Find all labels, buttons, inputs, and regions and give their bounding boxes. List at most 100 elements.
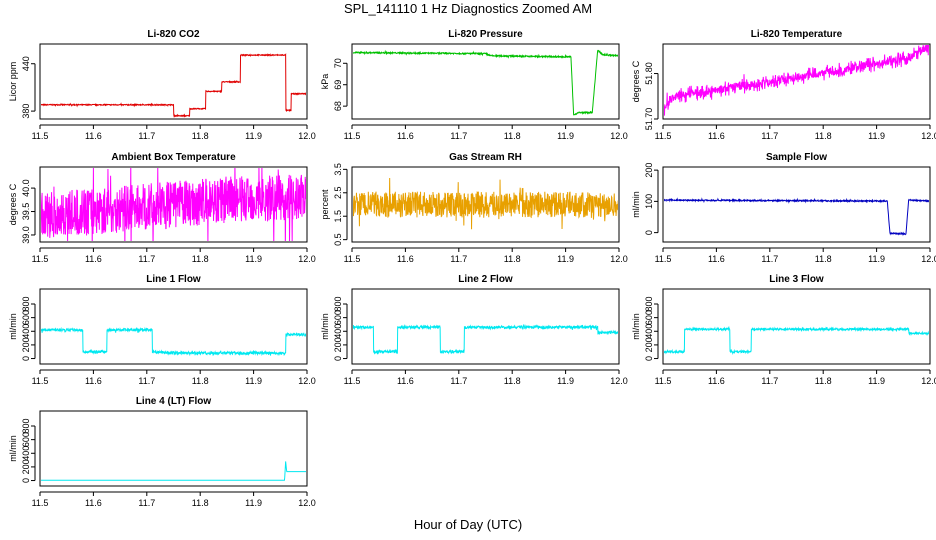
x-tick-label: 12.0 bbox=[610, 376, 628, 386]
x-tick-label: 11.8 bbox=[815, 254, 832, 264]
x-tick-label: 11.7 bbox=[450, 131, 467, 141]
x-tick-label: 11.8 bbox=[192, 131, 209, 141]
x-tick-label: 12.0 bbox=[298, 254, 316, 264]
panel-title: Li-820 Temperature bbox=[751, 29, 843, 40]
y-axis-label: degrees C bbox=[8, 183, 18, 225]
x-tick-label: 11.6 bbox=[85, 131, 102, 141]
x-tick-label: 11.9 bbox=[868, 376, 885, 386]
series-line-1 bbox=[41, 326, 306, 357]
y-tick-label: 69 bbox=[333, 80, 343, 90]
plot-frame bbox=[662, 166, 931, 243]
x-tick-label: 11.5 bbox=[344, 254, 361, 264]
series-line-1 bbox=[41, 461, 306, 481]
chart-panel-3: Li-820 Temperature 11.5 11.6 11.7 11.8 11.9 12… bbox=[631, 29, 936, 141]
y-tick-label: 39.0 bbox=[21, 226, 31, 244]
x-tick-label: 11.8 bbox=[815, 131, 832, 141]
plot-frame bbox=[662, 43, 931, 120]
y-tick-label: 2.5 bbox=[333, 187, 343, 200]
chart-panel-10: Line 4 (LT) Flow 11.5 11.6 11.7 11.8 11.9 12.0… bbox=[8, 396, 316, 508]
series-line-1 bbox=[353, 178, 618, 230]
x-tick-label: 11.7 bbox=[138, 254, 155, 264]
y-tick-label: 0 bbox=[21, 356, 31, 361]
y-tick-label: 0 bbox=[644, 356, 654, 361]
plot-frame bbox=[351, 166, 620, 243]
x-tick-label: 11.7 bbox=[138, 131, 155, 141]
y-tick-label: 200 bbox=[21, 337, 31, 352]
y-tick-label: 400 bbox=[21, 446, 31, 461]
x-tick-label: 11.7 bbox=[761, 254, 778, 264]
x-tick-label: 12.0 bbox=[610, 131, 628, 141]
x-tick-label: 11.7 bbox=[761, 376, 778, 386]
x-tick-label: 11.9 bbox=[557, 254, 574, 264]
x-tick-label: 11.7 bbox=[138, 498, 155, 508]
y-tick-label: 68 bbox=[333, 101, 343, 111]
plot-frame bbox=[662, 288, 931, 365]
y-tick-label: 200 bbox=[644, 337, 654, 352]
x-tick-label: 11.5 bbox=[32, 254, 49, 264]
x-tick-label: 11.8 bbox=[504, 254, 521, 264]
y-tick-label: 400 bbox=[21, 324, 31, 339]
chart-panel-5: Gas Stream RH 11.5 11.6 11.7 11.8 11.9 12.0 0.5… bbox=[320, 152, 628, 264]
y-tick-label: 800 bbox=[21, 418, 31, 433]
x-tick-label: 12.0 bbox=[921, 254, 936, 264]
series-line-1 bbox=[664, 45, 929, 116]
plot-frame bbox=[39, 410, 308, 487]
chart-panel-8: Line 2 Flow 11.5 11.6 11.7 11.8 11.9 12.0 0 2004… bbox=[320, 274, 628, 386]
y-tick-label: 51.70 bbox=[644, 108, 654, 131]
x-tick-label: 11.6 bbox=[85, 254, 102, 264]
y-tick-label: 200 bbox=[333, 337, 343, 352]
series-line-1 bbox=[664, 197, 929, 237]
plot-frame bbox=[351, 43, 620, 120]
panel-title: Line 4 (LT) Flow bbox=[136, 396, 212, 407]
series-line-1 bbox=[41, 53, 306, 118]
y-axis-label: ml/min bbox=[631, 191, 641, 218]
panel-title: Ambient Box Temperature bbox=[111, 152, 236, 163]
x-tick-label: 11.8 bbox=[504, 131, 521, 141]
series-line-1 bbox=[664, 325, 929, 356]
x-tick-label: 11.5 bbox=[32, 498, 49, 508]
x-tick-label: 11.5 bbox=[344, 376, 361, 386]
y-axis-label: ml/min bbox=[8, 313, 18, 340]
y-tick-label: 100 bbox=[644, 194, 654, 209]
x-axis-title: Hour of Day (UTC) bbox=[413, 517, 523, 532]
plot-frame bbox=[351, 288, 620, 365]
y-axis-label: Licor ppm bbox=[8, 62, 18, 102]
x-tick-label: 11.6 bbox=[397, 131, 414, 141]
x-tick-label: 12.0 bbox=[298, 498, 316, 508]
y-axis-label: percent bbox=[320, 189, 330, 220]
y-tick-label: 400 bbox=[644, 324, 654, 339]
x-tick-label: 11.9 bbox=[245, 131, 262, 141]
chart-panel-6: Sample Flow 11.5 11.6 11.7 11.8 11.9 12.0 0 100 2… bbox=[631, 152, 936, 264]
page-title: SPL_141110 1 Hz Diagnostics Zoomed AM bbox=[343, 1, 593, 16]
y-tick-label: 0 bbox=[644, 230, 654, 235]
y-tick-label: 200 bbox=[644, 163, 654, 178]
x-tick-label: 11.9 bbox=[245, 376, 262, 386]
panel-title: Line 2 Flow bbox=[458, 274, 513, 285]
x-tick-label: 11.9 bbox=[557, 131, 574, 141]
x-tick-label: 11.9 bbox=[868, 131, 885, 141]
x-tick-label: 11.8 bbox=[192, 498, 209, 508]
y-tick-label: 0 bbox=[333, 356, 343, 361]
x-tick-label: 11.6 bbox=[85, 376, 102, 386]
x-tick-label: 11.8 bbox=[504, 376, 521, 386]
y-axis-label: kPa bbox=[320, 74, 330, 90]
y-tick-label: 600 bbox=[333, 310, 343, 325]
y-axis-label: ml/min bbox=[631, 313, 641, 340]
series-line-1 bbox=[353, 49, 618, 116]
panel-title: Gas Stream RH bbox=[449, 152, 522, 163]
plot-frame bbox=[39, 166, 308, 243]
x-tick-label: 11.9 bbox=[245, 498, 262, 508]
panel-title: Li-820 CO2 bbox=[147, 29, 200, 40]
y-tick-label: 800 bbox=[644, 296, 654, 311]
y-tick-label: 600 bbox=[644, 310, 654, 325]
y-axis-label: ml/min bbox=[8, 435, 18, 462]
chart-panel-2: Li-820 Pressure 11.5 11.6 11.7 11.8 11.9 12.0 6… bbox=[320, 29, 628, 141]
x-tick-label: 12.0 bbox=[921, 131, 936, 141]
x-tick-label: 11.7 bbox=[761, 131, 778, 141]
chart-panel-9: Line 3 Flow 11.5 11.6 11.7 11.8 11.9 12.0 0 2004… bbox=[631, 274, 936, 386]
y-tick-label: 380 bbox=[21, 104, 31, 119]
x-tick-label: 11.6 bbox=[397, 376, 414, 386]
x-tick-label: 11.5 bbox=[32, 131, 49, 141]
y-tick-label: 0.5 bbox=[333, 233, 343, 246]
x-tick-label: 11.5 bbox=[655, 131, 672, 141]
